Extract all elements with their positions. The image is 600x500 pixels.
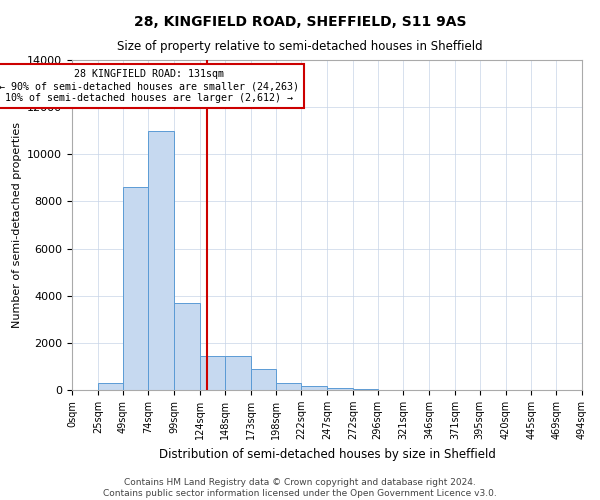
Text: 28 KINGFIELD ROAD: 131sqm
← 90% of semi-detached houses are smaller (24,263)
10%: 28 KINGFIELD ROAD: 131sqm ← 90% of semi-… (0, 70, 299, 102)
Bar (327, 388, 353, 390)
Text: Contains HM Land Registry data © Crown copyright and database right 2024.
Contai: Contains HM Land Registry data © Crown c… (103, 478, 497, 498)
Bar (174, 303, 200, 390)
Bar (301, 386, 327, 390)
Bar (98, 383, 122, 390)
Bar (200, 356, 225, 390)
X-axis label: Distribution of semi-detached houses by size in Sheffield: Distribution of semi-detached houses by … (158, 448, 496, 460)
Text: Size of property relative to semi-detached houses in Sheffield: Size of property relative to semi-detach… (117, 40, 483, 53)
Bar (148, 130, 174, 390)
Bar (251, 369, 277, 390)
Bar (277, 384, 301, 390)
Y-axis label: Number of semi-detached properties: Number of semi-detached properties (11, 122, 22, 328)
Text: 28, KINGFIELD ROAD, SHEFFIELD, S11 9AS: 28, KINGFIELD ROAD, SHEFFIELD, S11 9AS (134, 15, 466, 29)
Bar (225, 356, 251, 390)
Bar (122, 188, 148, 390)
